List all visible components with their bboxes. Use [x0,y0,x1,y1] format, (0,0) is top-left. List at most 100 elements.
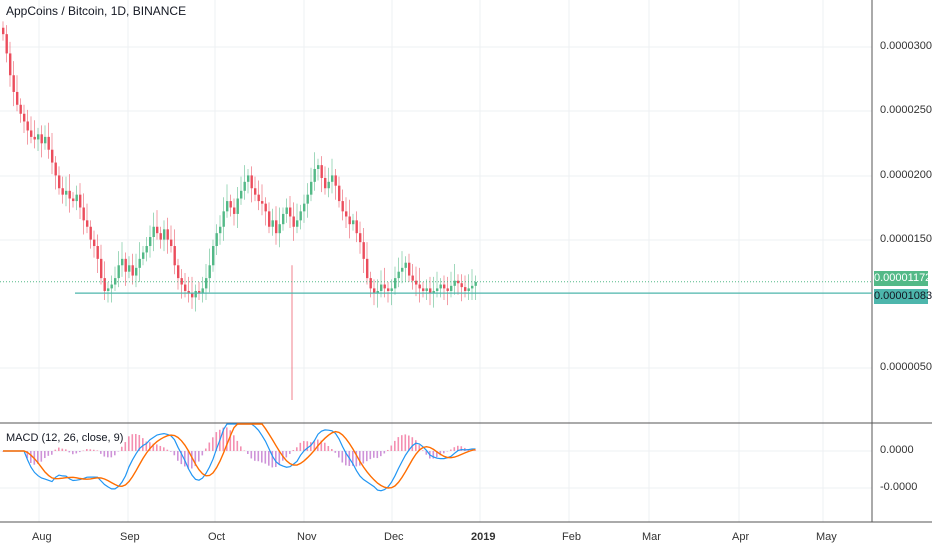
candle-body [33,136,36,140]
macd-histogram-bar [198,451,200,462]
macd-histogram-bar [79,451,81,453]
macd-histogram-bar [254,451,256,461]
candle-body [16,91,19,105]
macd-histogram-bar [37,451,39,464]
macd-histogram-bar [394,440,396,451]
candle-body [79,194,82,208]
candle-body [61,188,64,195]
macd-histogram-bar [135,433,137,451]
candle-body [436,288,439,291]
macd-histogram-bar [131,434,134,451]
macd-histogram-bar [54,449,57,451]
macd-histogram-bar [355,451,358,467]
macd-histogram-bar [264,451,267,464]
candle-body [425,288,428,291]
candle-body [380,284,383,291]
macd-histogram-bar [240,446,242,451]
macd-histogram-bar [243,450,246,451]
macd-histogram-bar [425,451,428,455]
macd-histogram-bar [296,447,298,451]
macd-histogram-bar [432,451,435,459]
macd-histogram-bar [373,451,375,458]
macd-histogram-bar [51,451,53,455]
candle-body [376,290,379,294]
candle-body [128,265,131,272]
candle-body [198,290,201,294]
macd-histogram-bar [163,447,165,451]
candle-body [359,233,362,243]
macd-histogram-bar [222,427,225,451]
candle-body [397,271,400,279]
candle-body [226,201,229,212]
macd-histogram-bar [117,451,120,452]
macd-histogram-bar [44,451,46,459]
candle-body [68,190,71,199]
candle-body [317,165,320,169]
candle-body [5,34,8,54]
candle-body [156,226,159,234]
x-tick-label: Mar [642,531,661,543]
chart-title: AppCoins / Bitcoin, 1D, BINANCE [6,4,187,18]
candle-body [345,211,348,217]
x-tick-label: Apr [732,531,750,543]
candle-body [142,252,145,259]
macd-histogram-bar [408,435,410,451]
macd-histogram-bar [149,442,151,451]
candle-body [2,27,5,35]
macd-histogram-bar [236,440,239,451]
candle-body [114,278,117,285]
candle-body [310,181,313,195]
candle-body [331,175,334,182]
macd-histogram-bar [457,445,459,451]
candle-body [37,134,40,140]
candle-body [247,175,250,182]
macd-histogram-bar [152,443,155,451]
macd-histogram-bar [194,451,197,467]
candle-body [467,288,470,291]
macd-histogram-bar [226,427,228,451]
candle-body [121,258,124,266]
candle-body [9,53,12,76]
macd-histogram-bar [205,448,207,451]
macd-histogram-bar [275,451,277,468]
candle-body [373,288,376,294]
macd-histogram-bar [341,451,344,463]
candle-body [170,239,173,247]
candle-body [243,181,246,191]
macd-histogram-bar [166,449,169,451]
macd-histogram-bar [359,451,361,466]
macd-histogram-bar [376,451,379,459]
candle-body [184,284,187,291]
macd-histogram-bar [233,435,235,451]
macd-histogram-bar [58,447,60,451]
candle-body [369,278,372,289]
macd-histogram-bar [411,437,414,451]
candle-body [138,258,141,268]
macd-histogram-bar [145,441,148,451]
candle-body [145,246,148,253]
candle-body [418,284,421,289]
candle-body [82,207,85,221]
macd-histogram-bar [362,451,365,464]
candle-body [254,188,257,195]
macd-histogram-bar [383,451,386,454]
macd-histogram-bar [324,442,326,451]
macd-histogram-bar [268,451,270,466]
macd-histogram-bar [422,450,424,451]
candle-body [387,288,390,291]
macd-histogram-bar [124,442,127,451]
macd-histogram-bar [334,451,337,453]
candle-body [299,211,302,221]
macd-histogram-bar [177,451,179,461]
macd-histogram-bar [271,451,274,468]
candle-body [292,216,295,227]
signal-line [3,423,476,489]
candle-body [149,237,152,247]
candle-body [89,226,92,240]
macd-histogram-bar [68,451,71,453]
macd-histogram-bar [418,445,421,451]
candle-body [23,113,26,122]
